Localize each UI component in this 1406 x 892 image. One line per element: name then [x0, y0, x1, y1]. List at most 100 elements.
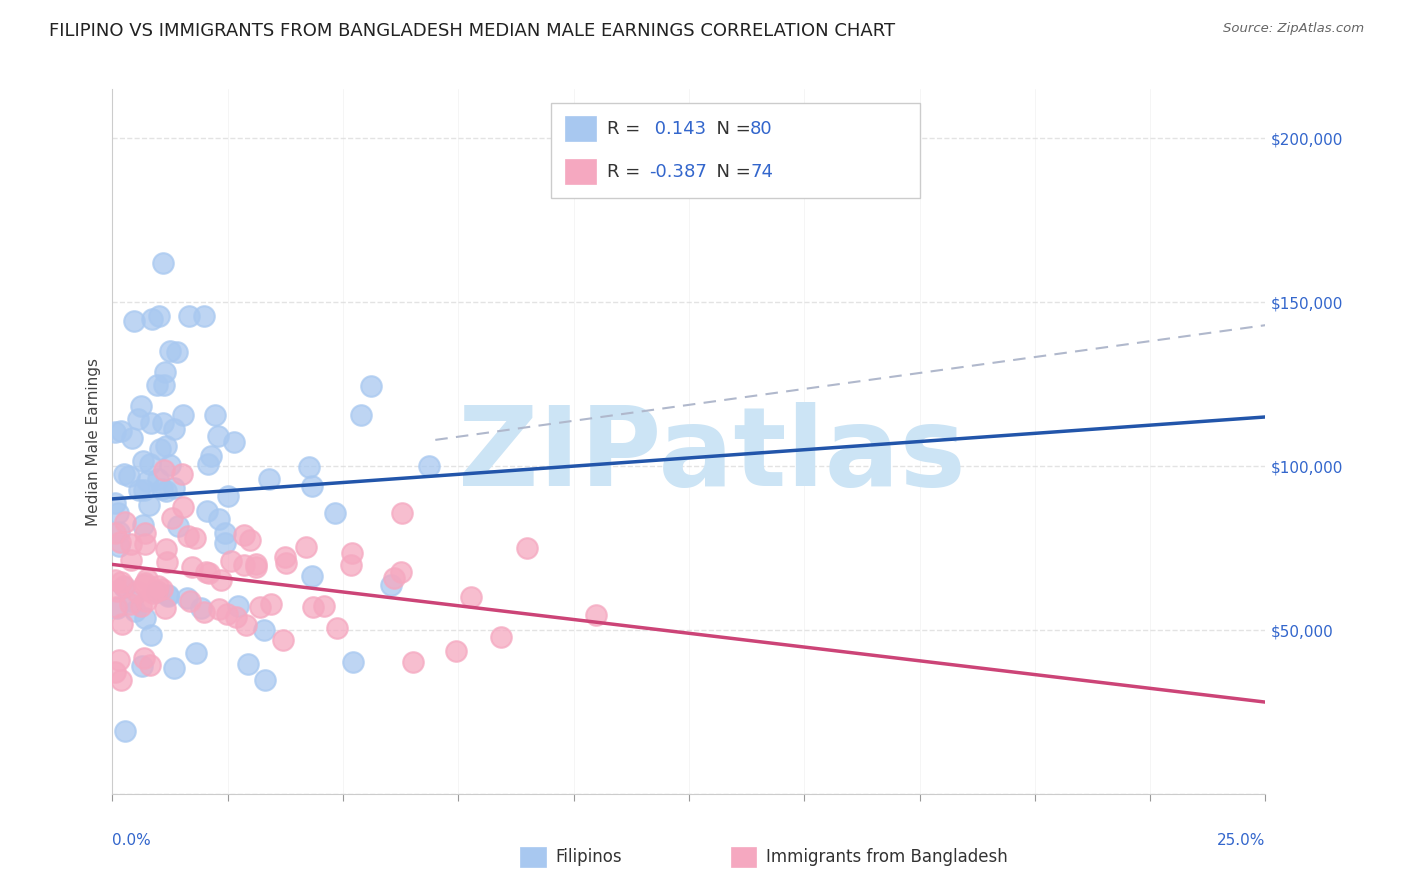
Point: [208, 512, 231, 526]
Point: [134, 575, 156, 590]
Point: [301, 479, 323, 493]
Point: [153, 601, 176, 615]
Point: [105, 601, 128, 615]
Point: [225, 610, 247, 624]
Point: [104, 665, 127, 680]
Point: [146, 580, 169, 594]
Point: [157, 588, 180, 602]
Point: [274, 556, 297, 570]
Point: [163, 421, 186, 435]
Point: [238, 533, 260, 547]
Point: [323, 506, 346, 520]
Point: [226, 599, 249, 613]
Point: [172, 467, 194, 481]
Point: [222, 435, 245, 450]
Point: [204, 408, 226, 422]
Point: [156, 555, 179, 569]
Text: Filipinos: Filipinos: [555, 848, 621, 866]
Point: [139, 416, 162, 430]
Point: [110, 424, 132, 438]
Point: [107, 506, 129, 520]
Text: 0.0%: 0.0%: [112, 832, 152, 847]
Point: [460, 590, 482, 604]
Text: Source: ZipAtlas.com: Source: ZipAtlas.com: [1223, 22, 1364, 36]
Point: [155, 541, 177, 556]
Point: [181, 560, 204, 574]
Text: R =: R =: [607, 120, 645, 138]
Point: [112, 467, 135, 482]
Point: [122, 314, 145, 328]
Point: [252, 623, 274, 637]
Point: [195, 565, 218, 579]
Point: [105, 583, 128, 598]
Point: [249, 600, 271, 615]
Point: [132, 483, 155, 497]
Point: [141, 628, 163, 642]
Point: [134, 536, 156, 550]
Text: Immigrants from Bangladesh: Immigrants from Bangladesh: [766, 848, 1008, 866]
Text: FILIPINO VS IMMIGRANTS FROM BANGLADESH MEDIAN MALE EARNINGS CORRELATION CHART: FILIPINO VS IMMIGRANTS FROM BANGLADESH M…: [49, 22, 896, 40]
Point: [232, 558, 254, 572]
Point: [114, 723, 136, 738]
Point: [340, 546, 363, 560]
Point: [340, 558, 363, 573]
Point: [118, 598, 141, 612]
Point: [139, 657, 162, 672]
Point: [114, 515, 136, 529]
Point: [148, 309, 170, 323]
Point: [207, 429, 229, 443]
Point: [104, 573, 127, 587]
Point: [124, 604, 146, 618]
Point: [177, 309, 200, 323]
Point: [131, 658, 153, 673]
Point: [129, 599, 152, 613]
Point: [163, 660, 186, 674]
Text: 74: 74: [751, 162, 773, 181]
Point: [208, 602, 231, 616]
Point: [155, 484, 177, 499]
Point: [214, 526, 236, 541]
Point: [120, 553, 142, 567]
Point: [112, 580, 135, 594]
Text: R =: R =: [607, 162, 645, 181]
Point: [177, 529, 200, 543]
Point: [491, 630, 513, 644]
Point: [172, 500, 194, 515]
Point: [585, 607, 607, 622]
Point: [350, 409, 373, 423]
Point: [209, 573, 232, 587]
Point: [142, 586, 165, 600]
Point: [134, 525, 156, 540]
Point: [121, 431, 143, 445]
Point: [195, 504, 218, 518]
Point: [176, 591, 198, 605]
Point: [183, 532, 205, 546]
Point: [146, 378, 169, 392]
Text: 80: 80: [751, 120, 773, 138]
Point: [135, 572, 157, 586]
Point: [155, 439, 177, 453]
Point: [146, 584, 169, 599]
Point: [214, 536, 236, 550]
Point: [219, 554, 242, 568]
Text: N =: N =: [706, 120, 756, 138]
Point: [120, 537, 142, 551]
Point: [128, 483, 150, 498]
Point: [326, 622, 349, 636]
Point: [380, 578, 402, 592]
Point: [260, 598, 283, 612]
Point: [166, 345, 188, 359]
Point: [146, 473, 169, 487]
Point: [114, 579, 136, 593]
Point: [118, 468, 141, 483]
Point: [302, 600, 325, 615]
Point: [107, 525, 129, 540]
Point: [197, 457, 219, 471]
Point: [294, 541, 316, 555]
Point: [235, 618, 257, 632]
Point: [110, 575, 132, 590]
Point: [389, 565, 412, 579]
Point: [132, 454, 155, 468]
Y-axis label: Median Male Earnings: Median Male Earnings: [86, 358, 101, 525]
Point: [215, 607, 238, 621]
